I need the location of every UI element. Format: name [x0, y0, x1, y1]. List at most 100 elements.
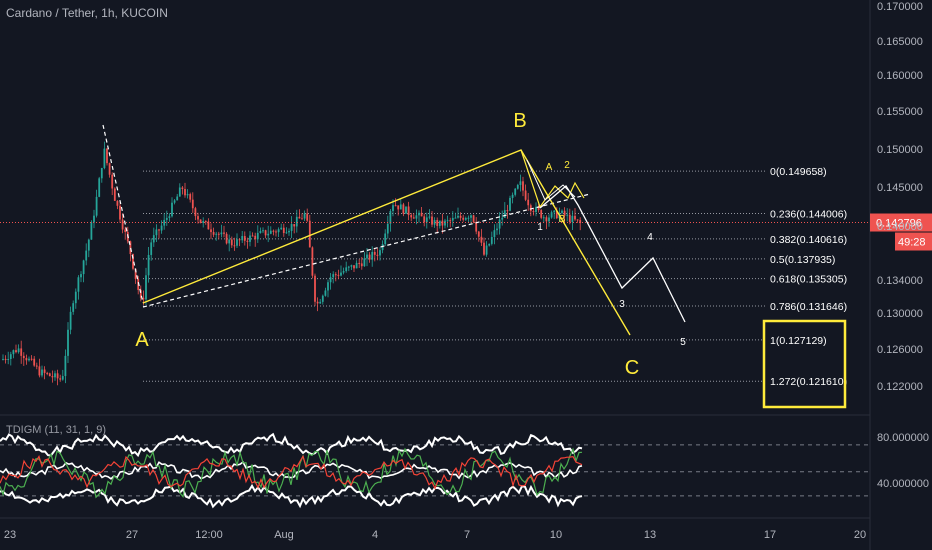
- candle-body: [160, 225, 163, 231]
- candle-body: [204, 221, 207, 223]
- candle-body: [381, 244, 384, 251]
- candle-body: [269, 230, 272, 234]
- candle-body: [48, 373, 51, 377]
- candle-body: [46, 372, 49, 374]
- candle-body: [295, 216, 298, 227]
- candle-body: [4, 358, 7, 360]
- price-tick-label: 0.130000: [877, 308, 923, 320]
- candle-body: [441, 220, 444, 226]
- candle-body: [574, 215, 576, 220]
- candle-body: [363, 258, 366, 267]
- candle-body: [238, 239, 241, 241]
- candle-body: [459, 215, 462, 218]
- indicator-tick-label: 80.000000: [877, 432, 929, 444]
- candle-body: [327, 282, 329, 291]
- indicator-title[interactable]: TDIGM (11, 31, 1, 9): [6, 424, 107, 436]
- sub-wave-label: A: [546, 162, 553, 173]
- fib-level-label: 1.272(0.121610): [770, 376, 847, 388]
- candle-body: [223, 232, 225, 234]
- candle-body: [262, 230, 264, 232]
- candle-body: [358, 262, 361, 264]
- candle-body: [134, 268, 137, 279]
- time-tick-label: 10: [550, 529, 562, 541]
- candle-body: [537, 206, 540, 211]
- candle-body: [498, 219, 501, 229]
- candle-body: [230, 239, 233, 246]
- candle-body: [33, 358, 36, 366]
- candle-body: [108, 163, 111, 175]
- candle-body: [503, 210, 506, 218]
- candle-body: [514, 188, 517, 195]
- candle-body: [457, 215, 459, 218]
- sub-wave-label: 2: [564, 160, 570, 171]
- candle-body: [446, 220, 449, 222]
- abc-wave-path: [142, 149, 631, 336]
- candle-body: [407, 206, 410, 216]
- candle-body: [524, 190, 527, 200]
- symbol-title[interactable]: Cardano / Tether, 1h, KUCOIN: [6, 6, 168, 20]
- candle-body: [371, 251, 374, 260]
- candle-body: [490, 237, 493, 244]
- candle-body: [98, 178, 101, 197]
- candle-body: [51, 376, 54, 378]
- candle-body: [17, 348, 20, 353]
- price-tick-label: 0.160000: [877, 70, 923, 82]
- candle-body: [290, 224, 293, 231]
- fib-level-label: 0.382(0.140616): [770, 234, 847, 246]
- candle-body: [103, 148, 106, 168]
- candle-body: [207, 221, 210, 230]
- candle-body: [241, 236, 244, 241]
- candle-body: [545, 217, 548, 222]
- candle-body: [467, 217, 470, 219]
- candle-body: [433, 220, 436, 225]
- candle-body: [532, 211, 535, 213]
- candle-body: [155, 229, 158, 236]
- candle-body: [28, 358, 30, 361]
- candle-body: [480, 236, 483, 243]
- upper-volatility-band: [0, 432, 583, 458]
- candle-body: [217, 233, 220, 235]
- projection-label: 5: [680, 337, 686, 348]
- candle-body: [243, 236, 246, 241]
- candle-body: [72, 303, 75, 312]
- candle-body: [43, 369, 46, 373]
- candle-body: [319, 301, 322, 304]
- fib-level-label: 0.236(0.144006): [770, 208, 847, 220]
- candle-body: [173, 200, 176, 203]
- candle-body: [314, 275, 316, 302]
- trade-signal-line: [0, 454, 583, 490]
- candle-body: [373, 251, 376, 255]
- candle-body: [483, 242, 485, 255]
- candle-body: [178, 187, 181, 197]
- candle-body: [145, 275, 147, 300]
- candle-body: [493, 230, 496, 238]
- candle-body: [93, 215, 95, 223]
- candle-body: [392, 205, 394, 212]
- candle-body: [576, 219, 579, 221]
- candle-body: [542, 217, 545, 219]
- price-tick-label: 0.170000: [877, 1, 923, 13]
- candle-body: [527, 199, 530, 206]
- candle-body: [121, 219, 124, 230]
- candle-body: [233, 245, 236, 247]
- lower-volatility-band: [0, 483, 583, 509]
- candle-body: [548, 217, 550, 222]
- candle-body: [267, 233, 270, 236]
- candle-body: [394, 205, 397, 207]
- candle-body: [30, 358, 33, 360]
- market-base-line: [0, 460, 583, 480]
- time-tick-label: 17: [764, 529, 776, 541]
- candle-body: [306, 213, 309, 221]
- candle-body: [488, 243, 491, 246]
- candle-body: [316, 301, 319, 304]
- candle-body: [87, 239, 90, 251]
- candle-body: [321, 295, 324, 302]
- candle-body: [272, 230, 275, 232]
- fib-level-label: 0(0.149658): [770, 166, 827, 178]
- target-zone-box: [762, 319, 847, 409]
- time-tick-label: 12:00: [195, 529, 223, 541]
- candle-body: [293, 224, 296, 227]
- candle-body: [137, 278, 140, 290]
- candle-body: [332, 274, 335, 278]
